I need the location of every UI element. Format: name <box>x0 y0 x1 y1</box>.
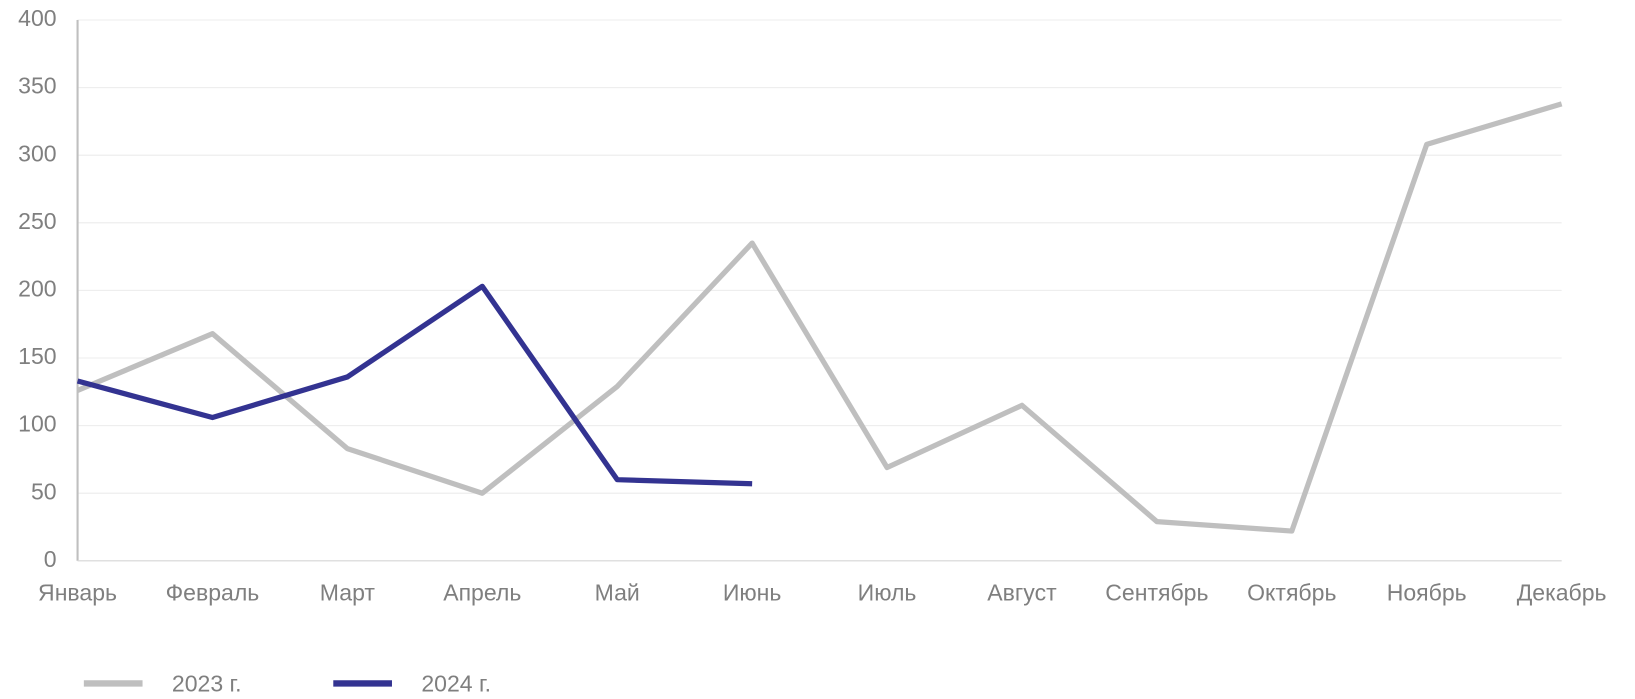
x-tick-label: Ноябрь <box>1387 579 1467 605</box>
y-tick-label: 50 <box>31 478 57 504</box>
y-tick-label: 250 <box>18 208 56 234</box>
x-tick-label: Июль <box>858 579 917 605</box>
x-tick-label: Сентябрь <box>1105 579 1208 605</box>
legend-label: 2024 г. <box>421 671 491 694</box>
y-tick-label: 300 <box>18 140 56 166</box>
x-tick-label: Апрель <box>443 579 521 605</box>
series-line <box>76 283 753 487</box>
series-line <box>76 101 1563 534</box>
y-tick-label: 100 <box>18 411 56 437</box>
y-tick-label: 0 <box>44 546 57 572</box>
y-tick-label: 150 <box>18 343 56 369</box>
x-tick-label: Февраль <box>166 579 260 605</box>
x-tick-label: Январь <box>38 579 117 605</box>
y-tick-label: 400 <box>18 5 56 31</box>
x-tick-label: Август <box>987 579 1057 605</box>
x-tick-label: Июнь <box>723 579 782 605</box>
y-tick-label: 350 <box>18 73 56 99</box>
x-tick-label: Март <box>320 579 376 605</box>
x-tick-label: Октябрь <box>1247 579 1336 605</box>
legend-label: 2023 г. <box>172 671 242 694</box>
x-tick-label: Май <box>595 579 640 605</box>
x-tick-label: Декабрь <box>1517 579 1607 605</box>
y-tick-label: 200 <box>18 275 56 301</box>
